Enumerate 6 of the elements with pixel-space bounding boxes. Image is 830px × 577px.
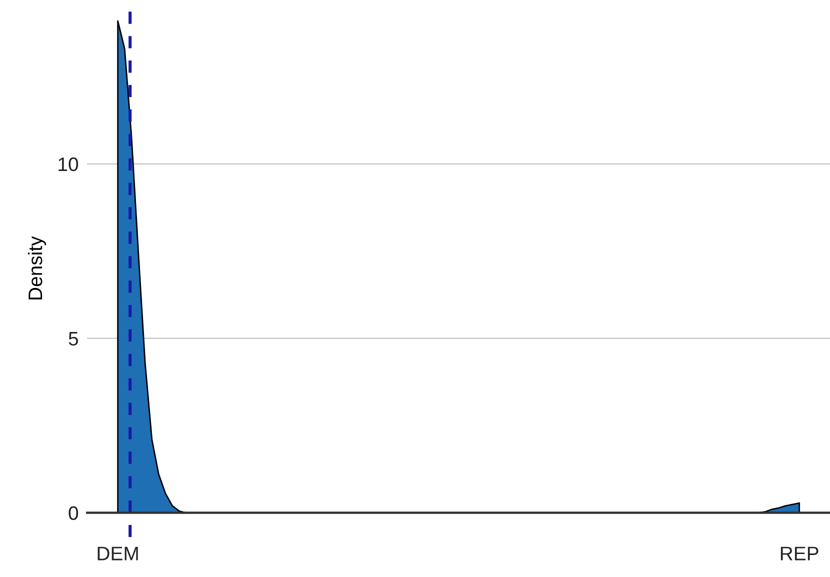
- y-tick-label: 5: [68, 332, 78, 346]
- x-tick-label: REP: [780, 546, 818, 560]
- y-tick-label: 10: [58, 157, 78, 172]
- x-tick-label: DEM: [98, 546, 138, 560]
- y-axis-title: Density: [28, 236, 46, 300]
- y-tick-label: 0: [68, 506, 78, 520]
